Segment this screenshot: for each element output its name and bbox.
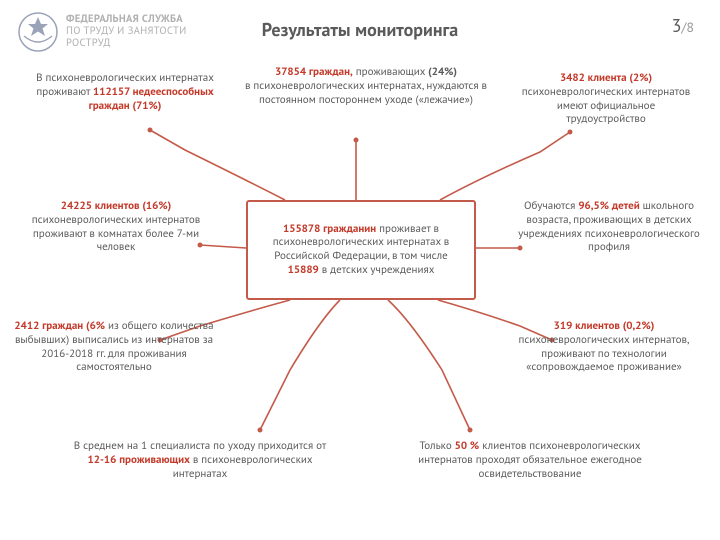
note-foot-right: Только 50 % клиентов психоневрологически…: [400, 440, 660, 481]
central-fact-box: 155878 гражданин проживает в психоневрол…: [246, 200, 476, 300]
note-foot-left: В среднем на 1 специалиста по уходу прих…: [70, 440, 330, 481]
note-bot-right: 319 клиентов (0,2%) психоневрологических…: [504, 320, 704, 375]
note-mid-left: 24225 клиентов (16%) психоневрологически…: [26, 200, 206, 255]
note-top-mid: 37854 граждан, проживающих (24%) в психо…: [236, 66, 496, 107]
note-top-left: В психоневрологических интернатах прожив…: [30, 72, 220, 113]
note-bot-left: 2412 граждан (6% из общего количества вы…: [14, 320, 214, 375]
note-top-right: 3482 клиента (2%) психоневрологических и…: [516, 72, 696, 127]
note-mid-right: Обучаются 96,5% детей школьного возраста…: [516, 200, 702, 255]
